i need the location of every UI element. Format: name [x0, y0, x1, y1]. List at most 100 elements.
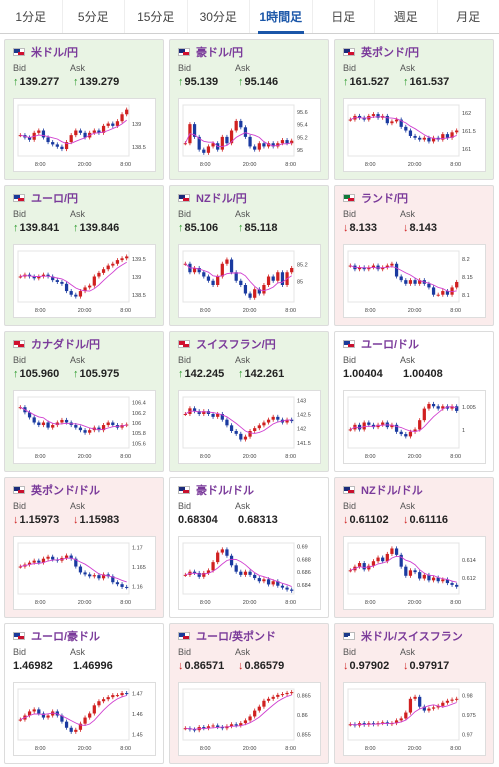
candle	[243, 285, 248, 294]
ask-label: Ask	[70, 355, 86, 365]
candle	[225, 419, 229, 426]
x-tick-label: 8:00	[285, 308, 296, 314]
candlestick-chart[interactable]: 85.2 85 8:00 20:00 8:00	[178, 244, 321, 318]
candlestick-chart[interactable]: 1.47 1.46 1.45 8:00 20:00 8:00	[13, 682, 156, 756]
chart-svg: 162 161.5 161 8:00 20:00 8:00	[347, 104, 476, 168]
ask-value: 85.118	[244, 221, 278, 234]
candlestick-chart[interactable]: 1.005 1 8:00 20:00 8:00	[343, 390, 486, 464]
pair-name[interactable]: ユーロ/ドル	[361, 339, 420, 351]
y-tick-label: 95.6	[297, 110, 308, 116]
candle	[271, 581, 275, 585]
arrow-down-icon: ↓	[403, 659, 409, 672]
candle	[445, 291, 450, 295]
prices: ↑ 142.245 ↑ 142.261	[178, 367, 322, 380]
candlestick-chart[interactable]: 162 161.5 161 8:00 20:00 8:00	[343, 98, 486, 172]
candle	[206, 570, 211, 573]
rate-card[interactable]: NZドル/円 Bid Ask ↑ 85.106 ↑ 85.118 85.2 85 8:00 20:0…	[169, 185, 329, 326]
tab-5[interactable]: 日足	[313, 0, 375, 33]
tab-1[interactable]: 5分足	[63, 0, 125, 33]
pair-name[interactable]: 米ドル/円	[31, 47, 79, 59]
y-tick-label: 0.98	[462, 693, 473, 699]
candle	[37, 422, 41, 426]
x-tick-label: 20:00	[408, 162, 422, 168]
candlestick-chart[interactable]: 0.98 0.975 0.97 8:00 20:00 8:00	[343, 682, 486, 756]
candlestick-chart[interactable]: 0.614 0.612 8:00 20:00 8:00	[343, 536, 486, 610]
rate-card[interactable]: ユーロ/ドル Bid Ask 1.00404 1.00408 1.005 1 8:00 20:0…	[334, 331, 494, 472]
candle	[348, 429, 352, 431]
pair-name[interactable]: ユーロ/円	[31, 193, 79, 205]
rate-card[interactable]: ユーロ/英ポンド Bid Ask ↓ 0.86571 ↓ 0.86579 0.865 0.86 0…	[169, 623, 329, 764]
candlestick-chart[interactable]: 1.17 1.165 1.16 8:00 20:00 8:00	[13, 536, 156, 610]
candle	[18, 276, 22, 278]
candle	[37, 560, 41, 563]
candle	[55, 144, 59, 147]
tab-6[interactable]: 週足	[375, 0, 438, 33]
x-tick-label: 8:00	[200, 746, 211, 752]
candle	[394, 424, 399, 432]
x-tick-label: 20:00	[78, 746, 92, 752]
candle	[234, 565, 238, 572]
candle	[32, 276, 36, 279]
pair-name[interactable]: NZドル/円	[196, 193, 247, 205]
candle	[362, 422, 366, 430]
candlestick-chart[interactable]: 0.865 0.86 0.855 8:00 20:00 8:00	[178, 682, 321, 756]
candle	[381, 557, 385, 562]
candle	[64, 721, 69, 728]
bid-label: Bid	[178, 209, 192, 219]
rate-card[interactable]: スイスフラン/円 Bid Ask ↑ 142.245 ↑ 142.261 143 142.5 14…	[169, 331, 329, 472]
candle	[262, 422, 266, 426]
rate-card[interactable]: ランド/円 Bid Ask ↓ 8.133 ↓ 8.143 8.2 8.15 8.1 8:00 20:…	[334, 185, 494, 326]
pair-name[interactable]: ランド/円	[361, 193, 409, 205]
eu-jp-flag-icon	[13, 194, 25, 202]
plot-area	[182, 396, 295, 449]
pair-name[interactable]: 英ポンド/ドル	[31, 485, 101, 497]
rate-card[interactable]: 豪ドル/ドル Bid Ask 0.68304 0.68313 0.69 0.688 0.686…	[169, 477, 329, 618]
candlestick-chart[interactable]: 0.69 0.688 0.686 0.684 8:00 20:00 8:00	[178, 536, 321, 610]
candle	[266, 276, 271, 285]
rate-card[interactable]: 米ドル/スイスフラン Bid Ask ↓ 0.97902 ↓ 0.97917 0.98 0.97…	[334, 623, 494, 764]
candle	[125, 256, 129, 259]
candlestick-chart[interactable]: 8.2 8.15 8.1 8:00 20:00 8:00	[343, 244, 486, 318]
tab-2[interactable]: 15分足	[125, 0, 188, 33]
pair-name[interactable]: 米ドル/スイスフラン	[361, 631, 463, 643]
arrow-down-icon: ↓	[238, 659, 244, 672]
pair-name[interactable]: カナダドル/円	[31, 339, 101, 351]
candle	[422, 408, 426, 421]
x-tick-label: 20:00	[78, 308, 92, 314]
rate-card[interactable]: ユーロ/円 Bid Ask ↑ 139.841 ↑ 139.846 139.5 139 138.5…	[4, 185, 164, 326]
bid-value: 139.277	[19, 75, 60, 88]
rate-card[interactable]: 豪ドル/円 Bid Ask ↑ 95.139 ↑ 95.146 95.6 95.4 95.2 95 8…	[169, 39, 329, 180]
candle	[381, 422, 385, 425]
candlestick-chart[interactable]: 139.5 139 138.5 8:00 20:00 8:00	[13, 244, 156, 318]
arrow-up-icon: ↑	[178, 221, 184, 234]
candle	[418, 420, 422, 430]
tab-3[interactable]: 30分足	[188, 0, 250, 33]
pair-name[interactable]: 豪ドル/ドル	[196, 485, 255, 497]
rate-card[interactable]: 英ポンド/ドル Bid Ask ↓ 1.15973 ↓ 1.15983 1.17 1.165 1.…	[4, 477, 164, 618]
pair-name[interactable]: ユーロ/英ポンド	[196, 631, 277, 643]
tab-0[interactable]: 1分足	[0, 0, 63, 33]
candle	[418, 137, 422, 140]
rate-card[interactable]: NZドル/ドル Bid Ask ↓ 0.61102 ↓ 0.61116 0.614 0.612 8…	[334, 477, 494, 618]
pair-name[interactable]: スイスフラン/円	[196, 339, 276, 351]
ask-label: Ask	[70, 501, 86, 511]
pair-name[interactable]: NZドル/ドル	[361, 485, 423, 497]
candle	[248, 136, 252, 147]
candlestick-chart[interactable]: 95.6 95.4 95.2 95 8:00 20:00 8:00	[178, 98, 321, 172]
tab-4[interactable]: 1時間足	[250, 0, 313, 34]
bid-label: Bid	[343, 501, 357, 511]
tab-7[interactable]: 月足	[456, 10, 481, 24]
candle	[78, 130, 83, 133]
pair-name[interactable]: ユーロ/豪ドル	[31, 631, 101, 643]
candlestick-chart[interactable]: 139 138.5 8:00 20:00 8:00	[13, 98, 156, 172]
candle	[436, 294, 440, 296]
candlestick-chart[interactable]: 143 142.5 142 141.5 8:00 20:00 8:00	[178, 390, 321, 464]
rate-card[interactable]: 英ポンド/円 Bid Ask ↑ 161.527 ↑ 161.537 162 161.5 161 8…	[334, 39, 494, 180]
candle	[32, 417, 36, 423]
pair-name[interactable]: 豪ドル/円	[196, 47, 244, 59]
pair-name[interactable]: 英ポンド/円	[361, 47, 420, 59]
rate-card[interactable]: ユーロ/豪ドル Bid Ask 1.46982 1.46996 1.47 1.46 1.45 8…	[4, 623, 164, 764]
rate-card[interactable]: 米ドル/円 Bid Ask ↑ 139.277 ↑ 139.279 139 138.5 8:00 2…	[4, 39, 164, 180]
candlestick-chart[interactable]: 106.4 106.2 106 105.8 105.6 8:00 20:00 8:00	[13, 390, 156, 464]
rate-card[interactable]: カナダドル/円 Bid Ask ↑ 105.960 ↑ 105.975 106.4 106.2 1…	[4, 331, 164, 472]
